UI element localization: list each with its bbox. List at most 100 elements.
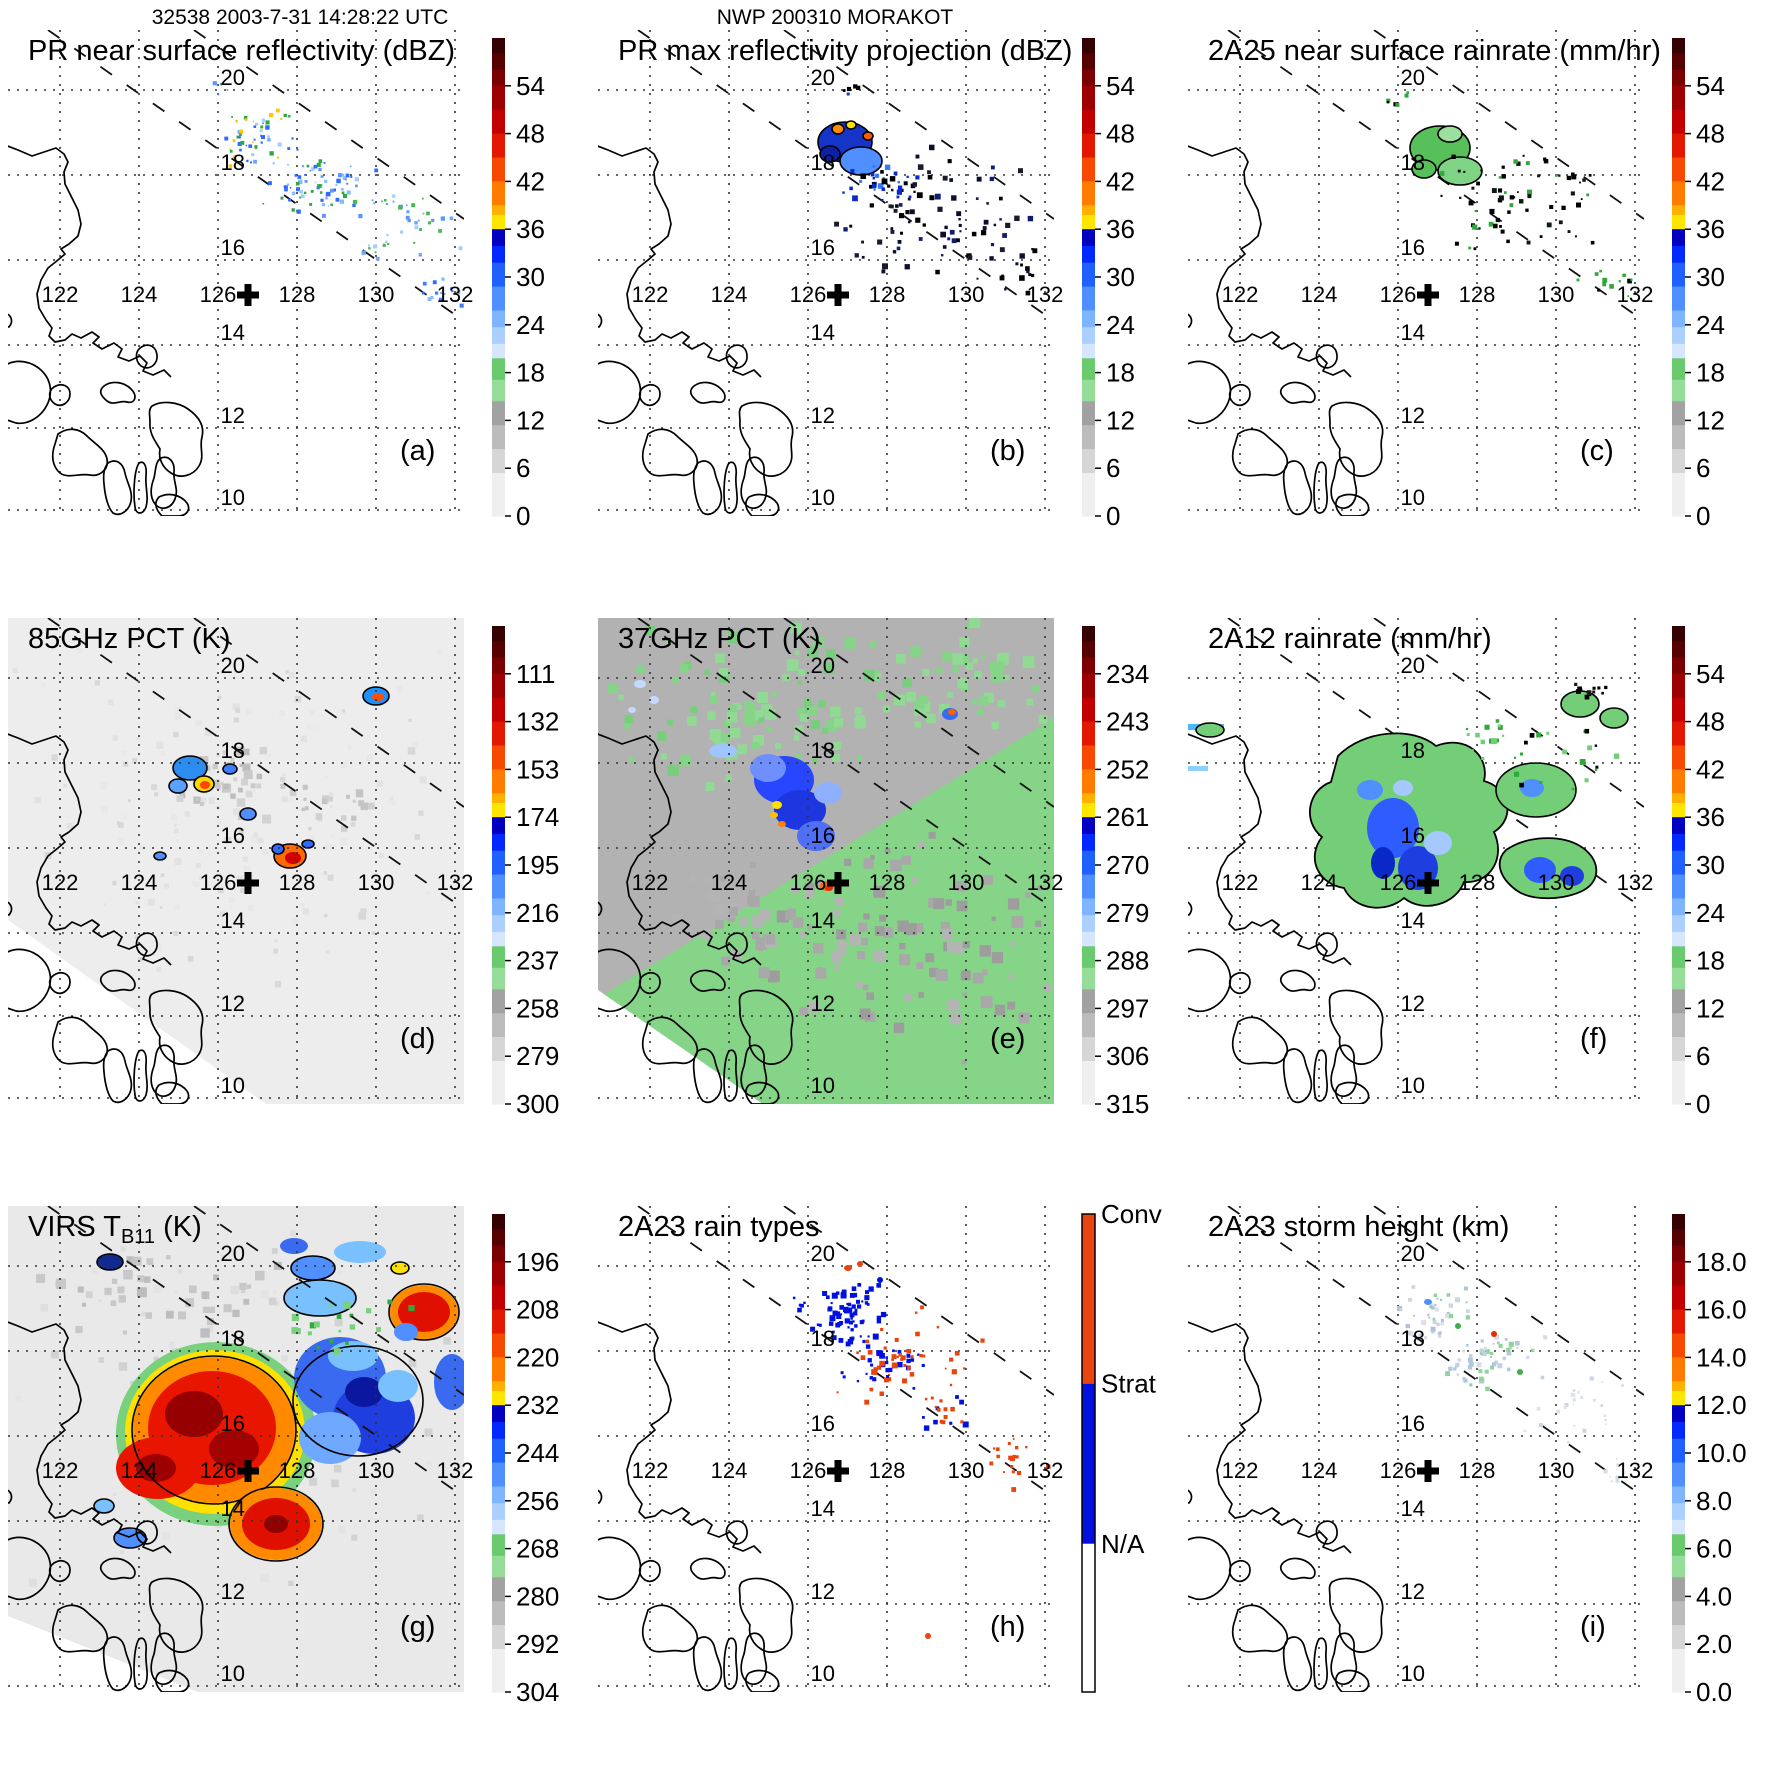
panel-e: 122 124 126 128 130 132 20 18 16 14 12 10 37GHz PCT … bbox=[598, 618, 1149, 1119]
colorbar-tick: 36 bbox=[1696, 214, 1725, 244]
colorbar-tick: 111 bbox=[516, 659, 556, 689]
lat-label: 10 bbox=[1401, 1073, 1425, 1098]
lon-label: 130 bbox=[948, 870, 985, 895]
swath-edge-upper bbox=[1373, 1206, 1644, 1396]
panel-title: VIRS TB11 (K) bbox=[28, 1211, 202, 1248]
colorbar-tick: Conv bbox=[1101, 1199, 1162, 1229]
lat-label: 16 bbox=[221, 1411, 245, 1436]
colorbar-tick: 48 bbox=[1696, 119, 1725, 149]
colorbar-tick: 2.0 bbox=[1696, 1629, 1732, 1659]
lat-label: 20 bbox=[221, 1241, 245, 1266]
panel-title: 2A12 rainrate (mm/hr) bbox=[1208, 623, 1492, 655]
lon-label: 132 bbox=[1027, 1458, 1064, 1483]
colorbar-tick: 18 bbox=[1696, 358, 1725, 388]
lat-label: 16 bbox=[1401, 1411, 1425, 1436]
colorbar-tick: 6.0 bbox=[1696, 1534, 1732, 1564]
lon-label: 122 bbox=[1222, 282, 1259, 307]
colorbar-tick: 54 bbox=[1696, 71, 1725, 101]
colorbar-tick: 132 bbox=[516, 707, 559, 737]
lon-label: 128 bbox=[1459, 870, 1496, 895]
map-f: 122 124 126 128 130 132 20 18 16 14 12 10 bbox=[1188, 618, 1654, 1104]
lat-label: 14 bbox=[811, 1496, 835, 1521]
colorbar-tick: 237 bbox=[516, 946, 559, 976]
lon-label: 126 bbox=[790, 870, 827, 895]
lat-label: 10 bbox=[221, 1073, 245, 1098]
colorbar-tick: 54 bbox=[1696, 659, 1725, 689]
colorbar-tick: 232 bbox=[516, 1390, 559, 1420]
swath-edge-upper bbox=[193, 1206, 464, 1396]
lat-label: 16 bbox=[221, 235, 245, 260]
colorbar-tick: 234 bbox=[1106, 659, 1149, 689]
colorbar-tick: 12 bbox=[1696, 405, 1725, 435]
lat-label: 16 bbox=[811, 235, 835, 260]
lon-label: 124 bbox=[1301, 870, 1338, 895]
lat-label: 18 bbox=[811, 738, 835, 763]
colorbar-tick: 30 bbox=[516, 262, 545, 292]
lat-label: 14 bbox=[221, 320, 245, 345]
coastline bbox=[1188, 733, 1384, 1104]
lat-label: 18 bbox=[221, 150, 245, 175]
lat-label: 12 bbox=[221, 1579, 245, 1604]
coastline bbox=[598, 733, 794, 1104]
colorbar-tick: 14.0 bbox=[1696, 1342, 1747, 1372]
lat-label: 20 bbox=[221, 653, 245, 678]
lat-label: 20 bbox=[1401, 65, 1425, 90]
swath-edge-upper bbox=[1373, 30, 1644, 220]
lat-label: 18 bbox=[221, 738, 245, 763]
lon-label: 128 bbox=[869, 870, 906, 895]
lon-label: 130 bbox=[358, 282, 395, 307]
lon-label: 130 bbox=[948, 282, 985, 307]
lon-label: 130 bbox=[948, 1458, 985, 1483]
lon-label: 128 bbox=[869, 282, 906, 307]
colorbar-tick: 297 bbox=[1106, 993, 1149, 1023]
colorbar-tick: 54 bbox=[1106, 71, 1135, 101]
colorbar-tick: 24 bbox=[1106, 310, 1135, 340]
coastline bbox=[8, 145, 204, 516]
colorbar-tick: Strat bbox=[1101, 1369, 1157, 1399]
colorbar-d: 111 132 153 174 195 216 237 258 279 300 bbox=[492, 626, 559, 1119]
lat-label: 14 bbox=[1401, 320, 1425, 345]
lat-label: 16 bbox=[1401, 823, 1425, 848]
storm-center-marker bbox=[827, 872, 849, 894]
swath-edge-lower bbox=[47, 618, 464, 910]
panel-title: 85GHz PCT (K) bbox=[28, 623, 231, 655]
swath-edge-lower bbox=[637, 618, 1054, 910]
panel-letter: (d) bbox=[400, 1023, 435, 1055]
storm-name-header: NWP 200310 MORAKOT bbox=[716, 6, 954, 29]
colorbar-tick: 0.0 bbox=[1696, 1677, 1732, 1707]
panel-h: 122 124 126 128 130 132 20 18 16 14 12 10 2A23 rain … bbox=[598, 1199, 1162, 1693]
swath-edge-lower bbox=[47, 30, 464, 322]
lon-label: 132 bbox=[1617, 870, 1654, 895]
lon-label: 122 bbox=[42, 282, 79, 307]
colorbar-h: Conv Strat N/A bbox=[1081, 1199, 1162, 1693]
colorbar-tick: 268 bbox=[516, 1534, 559, 1564]
colorbar-tick: 42 bbox=[1696, 754, 1725, 784]
storm-center-marker bbox=[1417, 872, 1439, 894]
lat-label: 18 bbox=[221, 1326, 245, 1351]
colorbar-tick: 315 bbox=[1106, 1089, 1149, 1119]
colorbar-tick: 6 bbox=[1696, 1041, 1710, 1071]
data-field-b bbox=[817, 84, 1038, 296]
colorbar-tick: 244 bbox=[516, 1438, 559, 1468]
map-e: 122 124 126 128 130 132 20 18 16 14 12 10 bbox=[598, 618, 1063, 1104]
swath-edge-upper bbox=[193, 30, 464, 220]
lat-label: 20 bbox=[1401, 653, 1425, 678]
colorbar-tick: 6 bbox=[1106, 453, 1120, 483]
panel-letter: (f) bbox=[1580, 1023, 1607, 1055]
lon-label: 128 bbox=[279, 1458, 316, 1483]
colorbar-tick: 24 bbox=[1696, 898, 1725, 928]
colorbar-g: 196 208 220 232 244 256 268 280 292 304 bbox=[492, 1214, 559, 1707]
lat-label: 10 bbox=[1401, 1661, 1425, 1686]
swath-edge-lower bbox=[637, 1206, 1054, 1498]
colorbar-tick: 0 bbox=[1106, 501, 1120, 531]
colorbar-tick: 48 bbox=[1696, 707, 1725, 737]
swath-edge-lower bbox=[47, 1206, 464, 1498]
colorbar-tick: 48 bbox=[1106, 119, 1135, 149]
lon-label: 124 bbox=[711, 870, 748, 895]
lat-label: 12 bbox=[221, 403, 245, 428]
panel-title: 2A25 near surface rainrate (mm/hr) bbox=[1208, 35, 1661, 67]
lat-label: 18 bbox=[1401, 738, 1425, 763]
colorbar-b: 54 48 42 36 30 24 18 12 6 0 bbox=[1082, 38, 1135, 531]
colorbar-tick: 220 bbox=[516, 1342, 559, 1372]
